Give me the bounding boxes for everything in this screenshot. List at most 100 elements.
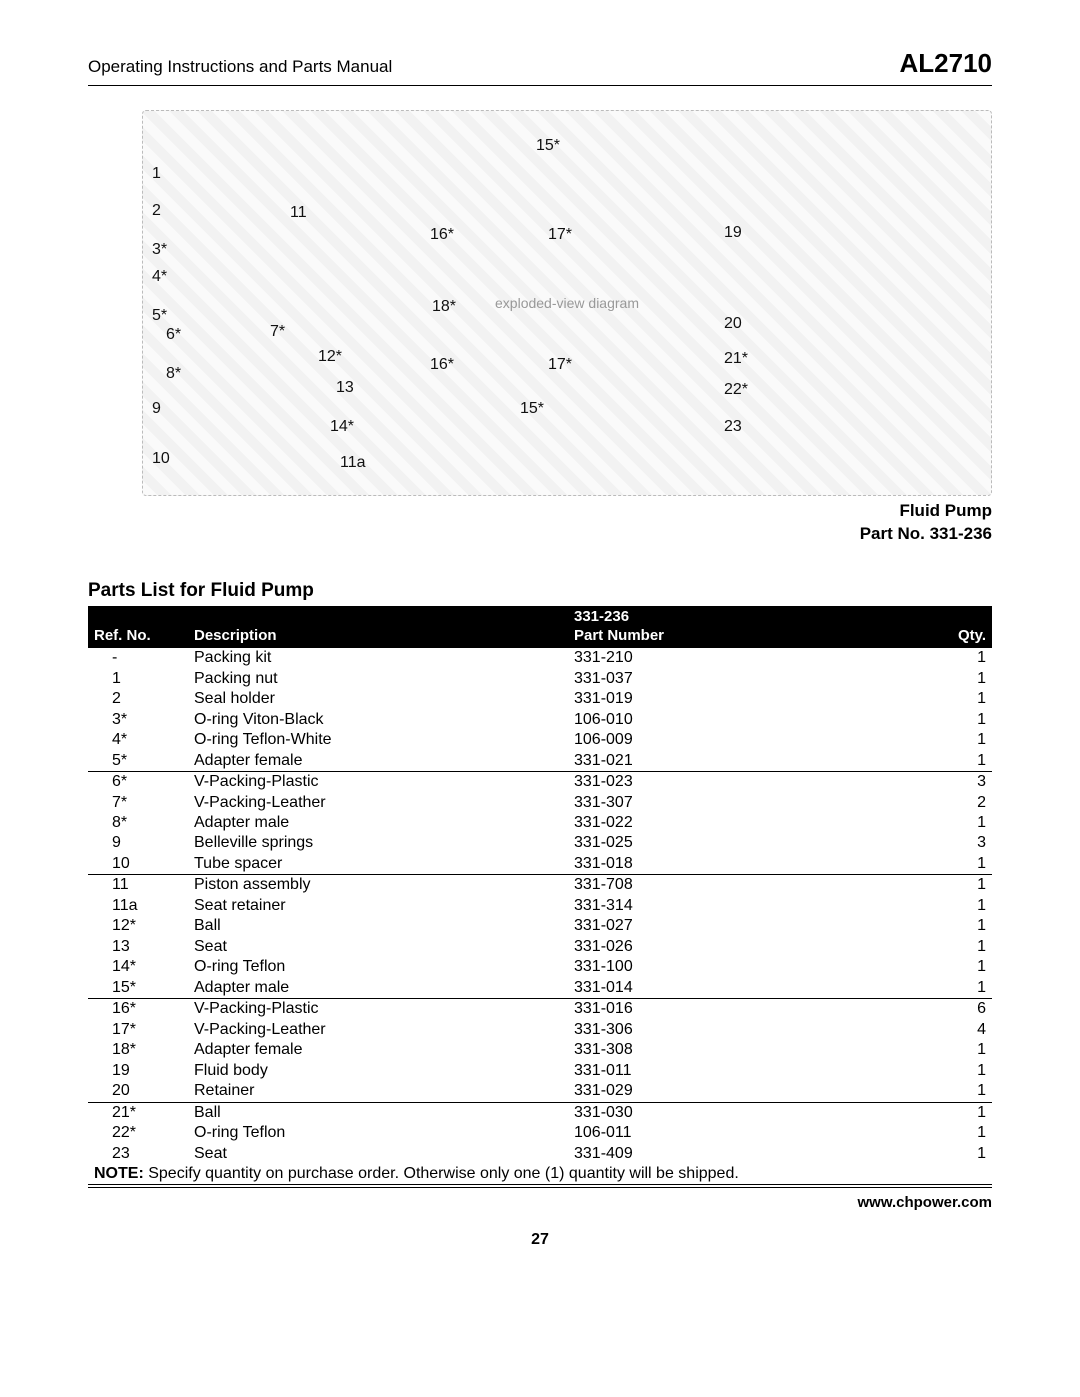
- cell-qty: 3: [848, 772, 992, 793]
- diagram-callout: 11: [290, 204, 307, 222]
- diagram-callout: 1: [152, 165, 161, 183]
- cell-ref: 1: [88, 669, 188, 689]
- cell-ref: 7*: [88, 793, 188, 813]
- cell-ref: 11a: [88, 896, 188, 916]
- diagram-callout: 15*: [520, 400, 544, 418]
- cell-partno: 331-018: [568, 854, 848, 875]
- exploded-diagram: exploded-view diagram 123*4*5*6*7*8*9101…: [88, 98, 992, 496]
- cell-ref: 19: [88, 1061, 188, 1081]
- parts-list-title: Parts List for Fluid Pump: [88, 580, 992, 602]
- diagram-callout: 9: [152, 400, 161, 418]
- cell-qty: 1: [848, 1081, 992, 1102]
- cell-partno: 331-026: [568, 937, 848, 957]
- cell-qty: 1: [848, 854, 992, 875]
- table-row: 13Seat331-0261: [88, 937, 992, 957]
- table-row: 23Seat331-4091: [88, 1144, 992, 1164]
- cell-partno: 331-029: [568, 1081, 848, 1102]
- page-header: Operating Instructions and Parts Manual …: [88, 48, 992, 86]
- cell-desc: Adapter male: [188, 978, 568, 999]
- table-row: 22*O-ring Teflon106-0111: [88, 1123, 992, 1143]
- cell-desc: V-Packing-Leather: [188, 793, 568, 813]
- cell-ref: 9: [88, 833, 188, 853]
- diagram-callout: 21*: [724, 350, 748, 368]
- cell-partno: 331-025: [568, 833, 848, 853]
- cell-qty: 1: [848, 1061, 992, 1081]
- footer-url: www.chpower.com: [88, 1187, 992, 1211]
- cell-partno: 106-009: [568, 730, 848, 750]
- cell-desc: Packing nut: [188, 669, 568, 689]
- cell-ref: 15*: [88, 978, 188, 999]
- cell-desc: Belleville springs: [188, 833, 568, 853]
- col-header-pn: Part Number: [568, 626, 848, 648]
- table-row: 4*O-ring Teflon-White106-0091: [88, 730, 992, 750]
- cell-ref: 3*: [88, 710, 188, 730]
- table-row: 14*O-ring Teflon331-1001: [88, 957, 992, 977]
- cell-partno: 331-708: [568, 875, 848, 896]
- cell-desc: O-ring Teflon: [188, 1123, 568, 1143]
- diagram-callout: 7*: [270, 323, 285, 341]
- cell-qty: 1: [848, 730, 992, 750]
- cell-partno: 331-014: [568, 978, 848, 999]
- diagram-callout: 15*: [536, 137, 560, 155]
- diagram-callout: 11a: [340, 454, 366, 472]
- cell-ref: 22*: [88, 1123, 188, 1143]
- header-model-number: AL2710: [900, 48, 993, 79]
- cell-qty: 1: [848, 916, 992, 936]
- cell-desc: O-ring Teflon: [188, 957, 568, 977]
- table-row: 16*V-Packing-Plastic331-0166: [88, 999, 992, 1020]
- cell-ref: 6*: [88, 772, 188, 793]
- cell-ref: 14*: [88, 957, 188, 977]
- diagram-placeholder: exploded-view diagram: [142, 110, 992, 496]
- cell-qty: 1: [848, 1040, 992, 1060]
- table-row: 19Fluid body331-0111: [88, 1061, 992, 1081]
- diagram-caption-line2: Part No. 331-236: [860, 524, 992, 543]
- diagram-callout: 18*: [432, 298, 456, 316]
- table-row: 6*V-Packing-Plastic331-0233: [88, 772, 992, 793]
- table-row: 10Tube spacer331-0181: [88, 854, 992, 875]
- cell-qty: 4: [848, 1020, 992, 1040]
- cell-qty: 1: [848, 1123, 992, 1143]
- cell-partno: 331-409: [568, 1144, 848, 1164]
- cell-ref: 12*: [88, 916, 188, 936]
- table-row: 15*Adapter male331-0141: [88, 978, 992, 999]
- cell-desc: V-Packing-Leather: [188, 1020, 568, 1040]
- header-left-text: Operating Instructions and Parts Manual: [88, 57, 392, 77]
- cell-qty: 1: [848, 648, 992, 669]
- table-row: 21*Ball331-0301: [88, 1102, 992, 1123]
- diagram-callout: 13: [336, 379, 354, 397]
- cell-ref: 2: [88, 689, 188, 709]
- cell-qty: 3: [848, 833, 992, 853]
- cell-desc: Retainer: [188, 1081, 568, 1102]
- diagram-caption-line1: Fluid Pump: [899, 501, 992, 520]
- diagram-callout: 19: [724, 224, 742, 242]
- table-row: 17*V-Packing-Leather331-3064: [88, 1020, 992, 1040]
- cell-qty: 2: [848, 793, 992, 813]
- diagram-callout: 8*: [166, 365, 181, 383]
- diagram-callout: 2: [152, 202, 161, 220]
- cell-partno: 106-011: [568, 1123, 848, 1143]
- cell-qty: 1: [848, 978, 992, 999]
- cell-desc: Ball: [188, 916, 568, 936]
- cell-partno: 331-037: [568, 669, 848, 689]
- parts-table: 331-236 Ref. No. Description Part Number…: [88, 606, 992, 1186]
- cell-partno: 331-308: [568, 1040, 848, 1060]
- cell-desc: Seat: [188, 1144, 568, 1164]
- diagram-callout: 6*: [166, 326, 181, 344]
- diagram-callout: 10: [152, 450, 170, 468]
- cell-ref: 5*: [88, 751, 188, 772]
- cell-ref: 16*: [88, 999, 188, 1020]
- table-row: 1Packing nut331-0371: [88, 669, 992, 689]
- page: Operating Instructions and Parts Manual …: [0, 0, 1080, 1289]
- note-label: NOTE:: [94, 1165, 144, 1182]
- table-row: 3*O-ring Viton-Black106-0101: [88, 710, 992, 730]
- table-row: 11Piston assembly331-7081: [88, 875, 992, 896]
- cell-desc: Tube spacer: [188, 854, 568, 875]
- table-row: 9Belleville springs331-0253: [88, 833, 992, 853]
- cell-qty: 1: [848, 937, 992, 957]
- page-number: 27: [88, 1231, 992, 1249]
- cell-qty: 1: [848, 669, 992, 689]
- diagram-caption: Fluid Pump Part No. 331-236: [88, 500, 992, 546]
- cell-ref: 21*: [88, 1102, 188, 1123]
- cell-partno: 331-100: [568, 957, 848, 977]
- col-header-desc: Description: [188, 626, 568, 648]
